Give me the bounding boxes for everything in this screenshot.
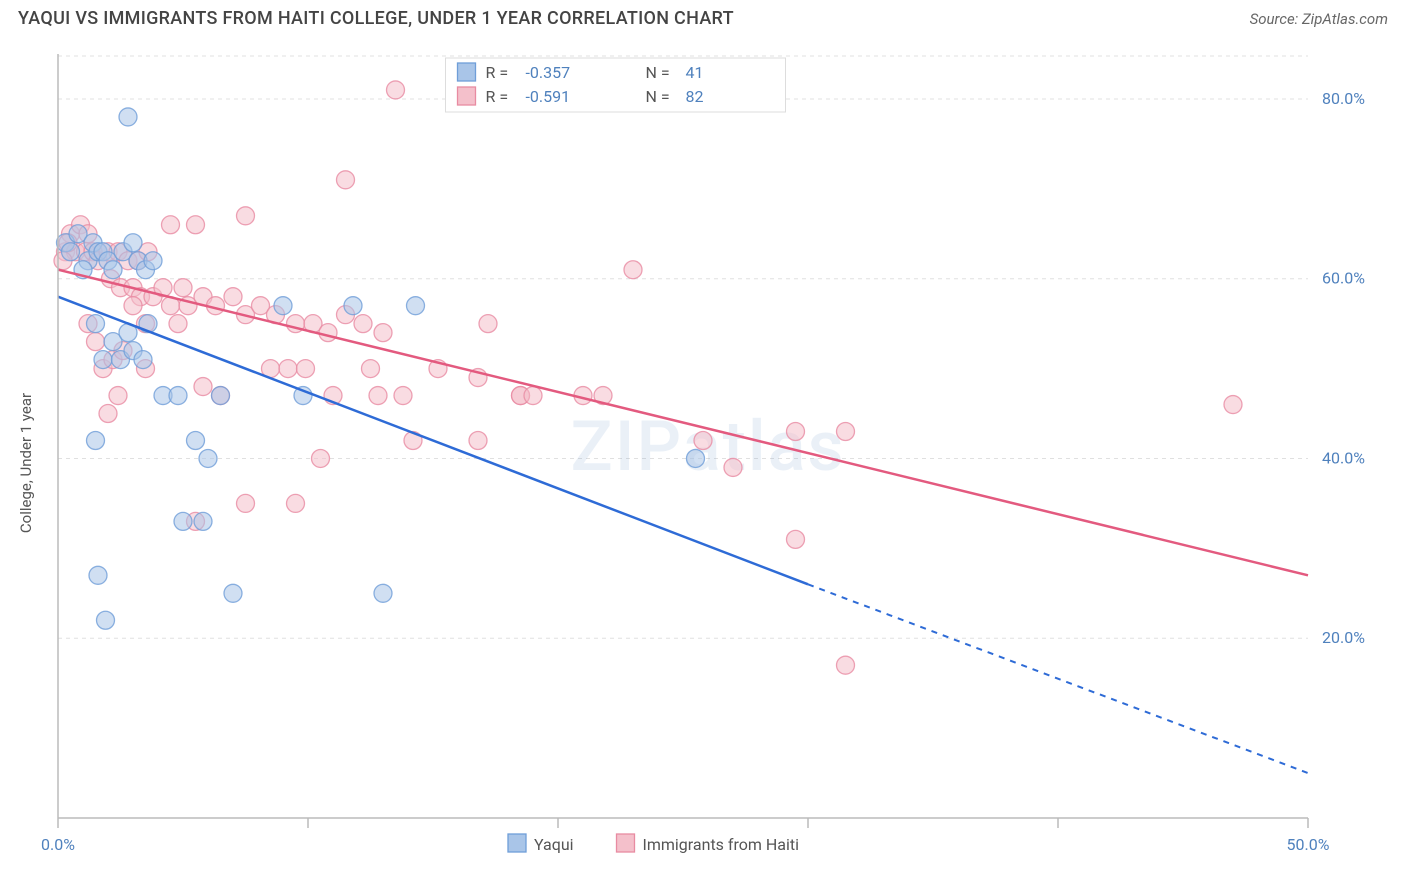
- legend-swatch: [458, 87, 476, 105]
- legend-r-value: -0.591: [526, 87, 571, 106]
- scatter-point: [174, 512, 192, 530]
- scatter-point: [212, 387, 230, 405]
- scatter-point: [354, 315, 372, 333]
- legend-r-label: R =: [486, 87, 509, 106]
- scatter-point: [62, 243, 80, 261]
- legend-n-label: N =: [646, 87, 670, 106]
- legend-r-value: -0.357: [526, 63, 571, 82]
- scatter-point: [687, 449, 705, 467]
- scatter-point: [224, 584, 242, 602]
- scatter-point: [787, 423, 805, 441]
- legend-label: Yaqui: [534, 835, 574, 854]
- regression-line: [58, 270, 1308, 576]
- legend-swatch: [617, 834, 635, 852]
- y-tick-label: 60.0%: [1322, 269, 1365, 288]
- scatter-point: [144, 252, 162, 270]
- scatter-point: [469, 431, 487, 449]
- scatter-point: [837, 423, 855, 441]
- scatter-point: [319, 324, 337, 342]
- scatter-point: [387, 81, 405, 99]
- scatter-point: [169, 315, 187, 333]
- y-axis-label: College, Under 1 year: [17, 393, 35, 533]
- series-legend: Yaqui Immigrants from Haiti: [508, 834, 799, 854]
- regression-extrapolation: [808, 584, 1308, 773]
- y-tick-label: 20.0%: [1322, 628, 1365, 647]
- legend-label: Immigrants from Haiti: [643, 835, 799, 854]
- scatter-point: [237, 494, 255, 512]
- scatter-point: [134, 351, 152, 369]
- scatter-point: [187, 431, 205, 449]
- scatter-point: [94, 351, 112, 369]
- scatter-point: [224, 288, 242, 306]
- scatter-point: [362, 360, 380, 378]
- scatter-point: [369, 387, 387, 405]
- scatter-point: [337, 171, 355, 189]
- scatter-point: [274, 297, 292, 315]
- scatter-point: [479, 315, 497, 333]
- scatter-point: [99, 405, 117, 423]
- scatter-point: [162, 216, 180, 234]
- scatter-point: [174, 279, 192, 297]
- scatter-point: [124, 234, 142, 252]
- scatter-point: [694, 431, 712, 449]
- scatter-point: [97, 611, 115, 629]
- scatter-point: [109, 387, 127, 405]
- scatter-point: [344, 297, 362, 315]
- scatter-point: [1224, 396, 1242, 414]
- scatter-point: [87, 315, 105, 333]
- scatter-point: [279, 360, 297, 378]
- scatter-point: [169, 387, 187, 405]
- scatter-point: [407, 297, 425, 315]
- scatter-point: [297, 360, 315, 378]
- legend-swatch: [508, 834, 526, 852]
- x-tick-label: 0.0%: [41, 835, 75, 854]
- scatter-point: [119, 108, 137, 126]
- scatter-point: [237, 207, 255, 225]
- chart-header: YAQUI VS IMMIGRANTS FROM HAITI COLLEGE, …: [0, 0, 1406, 33]
- scatter-point: [624, 261, 642, 279]
- scatter-point: [187, 216, 205, 234]
- scatter-point: [87, 333, 105, 351]
- y-tick-label: 40.0%: [1322, 448, 1365, 467]
- scatter-point: [199, 449, 217, 467]
- legend-n-label: N =: [646, 63, 670, 82]
- scatter-point: [394, 387, 412, 405]
- chart-title: YAQUI VS IMMIGRANTS FROM HAITI COLLEGE, …: [18, 8, 734, 29]
- scatter-point: [524, 387, 542, 405]
- scatter-point: [194, 378, 212, 396]
- scatter-point: [787, 530, 805, 548]
- scatter-point: [287, 494, 305, 512]
- x-tick-label: 50.0%: [1287, 835, 1330, 854]
- scatter-point: [724, 458, 742, 476]
- legend-n-value: 41: [686, 63, 704, 82]
- scatter-point: [89, 566, 107, 584]
- scatter-point: [837, 656, 855, 674]
- scatter-chart: ZIPatlas0.0%50.0%20.0%40.0%60.0%80.0%R =…: [18, 46, 1388, 880]
- scatter-point: [374, 584, 392, 602]
- legend-swatch: [458, 63, 476, 81]
- scatter-point: [312, 449, 330, 467]
- scatter-point: [87, 431, 105, 449]
- scatter-point: [194, 512, 212, 530]
- chart-container: College, Under 1 year ZIPatlas0.0%50.0%2…: [18, 46, 1388, 880]
- chart-source: Source: ZipAtlas.com: [1250, 10, 1388, 28]
- scatter-point: [124, 297, 142, 315]
- legend-n-value: 82: [686, 87, 704, 106]
- y-tick-label: 80.0%: [1322, 89, 1365, 108]
- legend-r-label: R =: [486, 63, 509, 82]
- scatter-point: [104, 261, 122, 279]
- scatter-point: [374, 324, 392, 342]
